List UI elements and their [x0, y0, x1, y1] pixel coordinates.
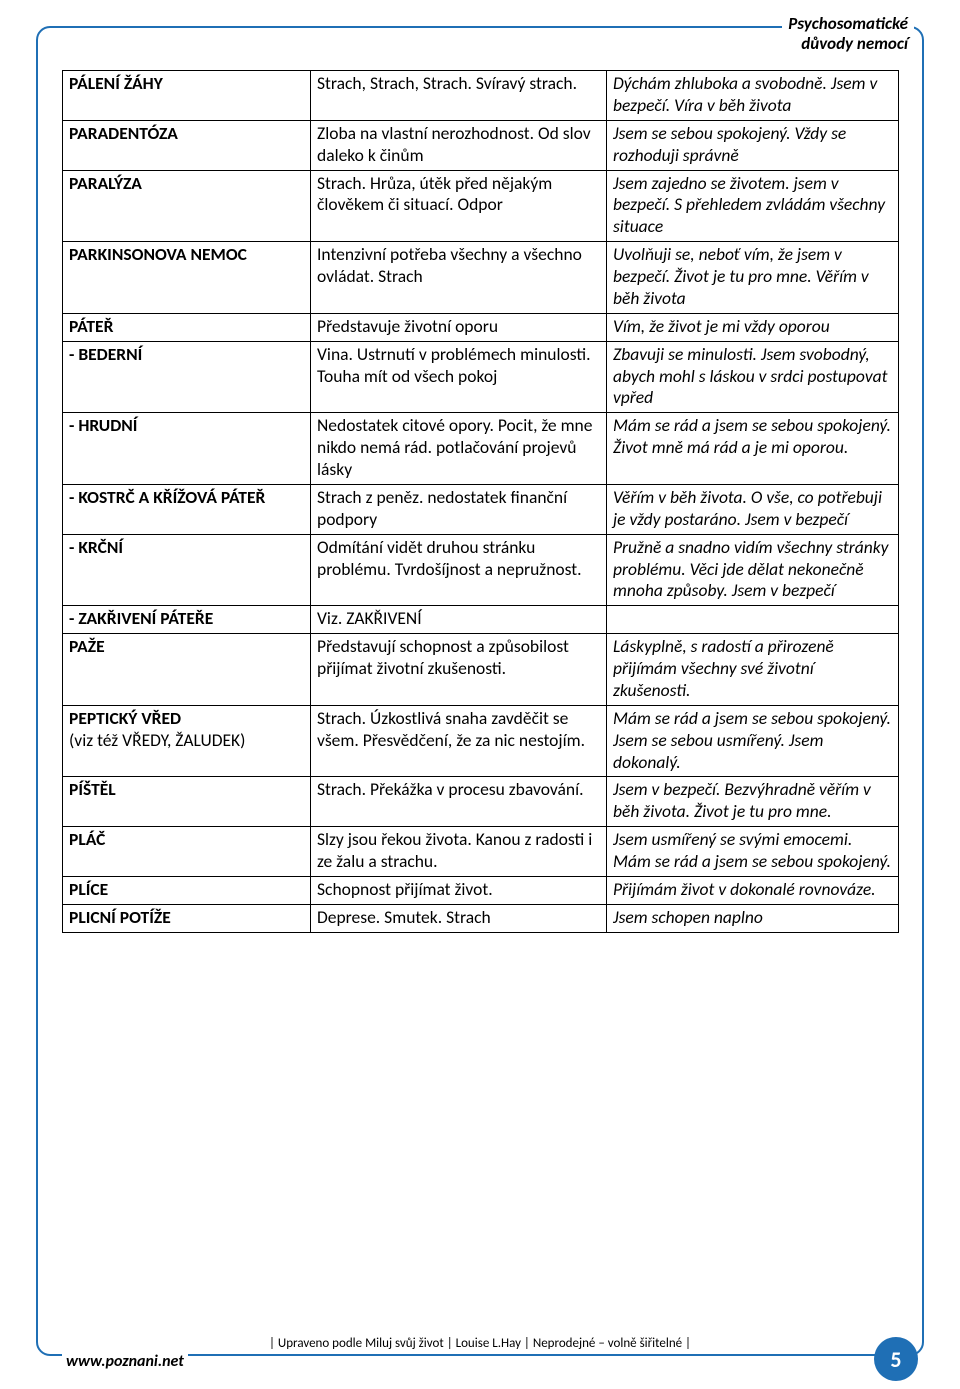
table-row: - KRČNÍ Odmítání vidět druhou stránku pro… [63, 534, 899, 606]
footer-url: www.poznani.net [62, 1352, 188, 1371]
problem-subnote: (viz též VŘEDY, ŽALUDEK) [69, 730, 304, 752]
table-row: - KOSTRČ A KŘÍŽOVÁ PÁTEŘ Strach z peněz. … [63, 484, 899, 534]
cell-problem: - ZAKŘIVENÍ PÁTEŘE [63, 606, 311, 634]
cell-problem: PÁLENÍ ŽÁHY [63, 71, 311, 121]
problem-name: - ZAKŘIVENÍ PÁTEŘE [69, 607, 213, 629]
cell-cause: Zloba na vlastní nerozhodnost. Od slov d… [311, 120, 607, 170]
cell-affirmation: Jsem v bezpečí. Bezvýhradně věřím v běh … [607, 777, 899, 827]
cell-cause: Odmítání vidět druhou stránku problému. … [311, 534, 607, 606]
content-area: PÁLENÍ ŽÁHY Strach, Strach, Strach. Svíra… [62, 70, 898, 933]
problem-name: PÍŠTĚL [69, 778, 116, 800]
cell-problem: PAŽE [63, 634, 311, 706]
table-row: PLÍCE Schopnost přijímat život.Přijímám ž… [63, 876, 899, 904]
psychosomatic-table: PÁLENÍ ŽÁHY Strach, Strach, Strach. Svíra… [62, 70, 899, 933]
cell-cause: Představují schopnost a způsobilost přij… [311, 634, 607, 706]
problem-name: PLÁČ [69, 828, 105, 850]
cell-affirmation: Přijímám život v dokonalé rovnováze. [607, 876, 899, 904]
cell-affirmation: Uvolňuji se, neboť vím, že jsem v bezpeč… [607, 242, 899, 314]
cell-cause: Schopnost přijímat život. [311, 876, 607, 904]
problem-name: PLICNÍ POTÍŽE [69, 906, 171, 928]
problem-name: PAŽE [69, 635, 105, 657]
table-row: PÁTEŘ Představuje životní oporuVím, že ži… [63, 313, 899, 341]
table-row: PARADENTÓZA Zloba na vlastní nerozhodnost… [63, 120, 899, 170]
cell-cause: Viz. ZAKŘIVENÍ [311, 606, 607, 634]
cell-problem: PÁTEŘ [63, 313, 311, 341]
problem-name: - HRUDNÍ [69, 414, 137, 436]
problem-name: PARKINSONOVA NEMOC [69, 243, 247, 265]
cell-affirmation: Pružně a snadno vidím všechny stránky pr… [607, 534, 899, 606]
table-row: PAŽE Představují schopnost a způsobilost … [63, 634, 899, 706]
cell-problem: PEPTICKÝ VŘED(viz též VŘEDY, ŽALUDEK) [63, 705, 311, 777]
table-row: PLICNÍ POTÍŽE Deprese. Smutek. StrachJsem… [63, 904, 899, 932]
table-row: - HRUDNÍ Nedostatek citové opory. Pocit, … [63, 413, 899, 485]
cell-affirmation: Jsem schopen naplno [607, 904, 899, 932]
cell-cause: Představuje životní oporu [311, 313, 607, 341]
table-row: PLÁČ Slzy jsou řekou života. Kanou z rado… [63, 827, 899, 877]
cell-cause: Intenzivní potřeba všechny a všechno ovl… [311, 242, 607, 314]
page-number-badge: 5 [874, 1337, 918, 1381]
cell-cause: Nedostatek citové opory. Pocit, že mne n… [311, 413, 607, 485]
cell-problem: - BEDERNÍ [63, 341, 311, 413]
cell-affirmation: Dýchám zhluboka a svobodně. Jsem v bezpe… [607, 71, 899, 121]
cell-problem: PLÁČ [63, 827, 311, 877]
page-number: 5 [890, 1346, 901, 1373]
cell-problem: PÍŠTĚL [63, 777, 311, 827]
problem-name: PEPTICKÝ VŘED [69, 707, 181, 729]
table-row: - BEDERNÍ Vina. Ustrnutí v problémech min… [63, 341, 899, 413]
problem-name: PARADENTÓZA [69, 122, 178, 144]
cell-cause: Deprese. Smutek. Strach [311, 904, 607, 932]
cell-affirmation: Láskyplně, s radostí a přirozeně přijímá… [607, 634, 899, 706]
table-row: PEPTICKÝ VŘED(viz též VŘEDY, ŽALUDEK)Str… [63, 705, 899, 777]
problem-name: PÁTEŘ [69, 315, 113, 337]
cell-cause: Strach. Hrůza, útěk před nějakým člověke… [311, 170, 607, 242]
table-row: PARALÝZA Strach. Hrůza, útěk před nějakým… [63, 170, 899, 242]
footer-credit: | Upraveno podle Miluj svůj život | Loui… [0, 1336, 960, 1351]
problem-name: - KOSTRČ A KŘÍŽOVÁ PÁTEŘ [69, 486, 265, 508]
header-line2: důvody nemocí [801, 33, 908, 54]
problem-name: - BEDERNÍ [69, 343, 142, 365]
cell-cause: Vina. Ustrnutí v problémech minulosti. T… [311, 341, 607, 413]
cell-problem: PLICNÍ POTÍŽE [63, 904, 311, 932]
cell-affirmation: Jsem usmířený se svými emocemi. Mám se r… [607, 827, 899, 877]
problem-name: PLÍCE [69, 878, 108, 900]
cell-cause: Strach z peněz. nedostatek finanční podp… [311, 484, 607, 534]
cell-problem: PARKINSONOVA NEMOC [63, 242, 311, 314]
header-line1: Psychosomatické [788, 13, 908, 34]
cell-problem: PARALÝZA [63, 170, 311, 242]
cell-affirmation: Jsem se sebou spokojený. Vždy se rozhodu… [607, 120, 899, 170]
cell-cause: Strach. Překážka v procesu zbavování. [311, 777, 607, 827]
cell-affirmation [607, 606, 899, 634]
cell-problem: - KRČNÍ [63, 534, 311, 606]
cell-cause: Slzy jsou řekou života. Kanou z radosti … [311, 827, 607, 877]
cell-problem: PARADENTÓZA [63, 120, 311, 170]
table-row: PÍŠTĚL Strach. Překážka v procesu zbavová… [63, 777, 899, 827]
cell-problem: - KOSTRČ A KŘÍŽOVÁ PÁTEŘ [63, 484, 311, 534]
cell-problem: PLÍCE [63, 876, 311, 904]
problem-name: PARALÝZA [69, 172, 142, 194]
cell-problem: - HRUDNÍ [63, 413, 311, 485]
cell-affirmation: Jsem zajedno se životem. jsem v bezpečí.… [607, 170, 899, 242]
table-row: - ZAKŘIVENÍ PÁTEŘE Viz. ZAKŘIVENÍ [63, 606, 899, 634]
cell-affirmation: Mám se rád a jsem se sebou spokojený. Js… [607, 705, 899, 777]
cell-affirmation: Mám se rád a jsem se sebou spokojený. Ži… [607, 413, 899, 485]
header-title: Psychosomatické důvody nemocí [782, 14, 914, 53]
problem-name: - KRČNÍ [69, 536, 123, 558]
cell-cause: Strach, Strach, Strach. Svíravý strach. [311, 71, 607, 121]
table-row: PÁLENÍ ŽÁHY Strach, Strach, Strach. Svíra… [63, 71, 899, 121]
cell-cause: Strach. Úzkostlivá snaha zavděčit se vše… [311, 705, 607, 777]
cell-affirmation: Vím, že život je mi vždy oporou [607, 313, 899, 341]
table-row: PARKINSONOVA NEMOC Intenzivní potřeba vše… [63, 242, 899, 314]
cell-affirmation: Věřím v běh života. O vše, co potřebuji … [607, 484, 899, 534]
problem-name: PÁLENÍ ŽÁHY [69, 72, 163, 94]
cell-affirmation: Zbavuji se minulosti. Jsem svobodný, aby… [607, 341, 899, 413]
